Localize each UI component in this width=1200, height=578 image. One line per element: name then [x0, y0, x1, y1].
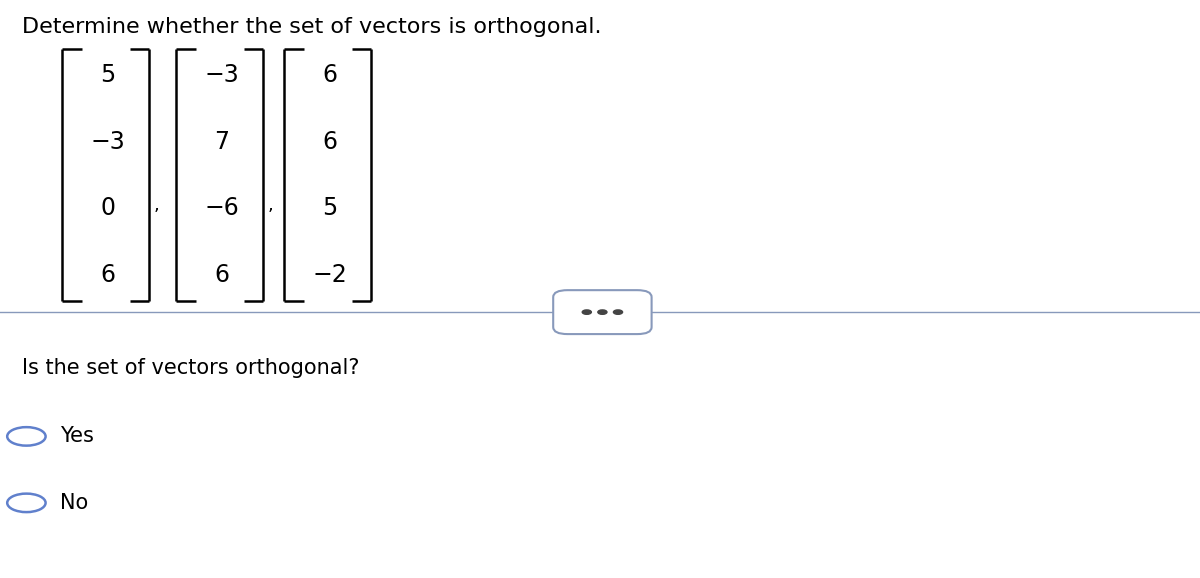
- FancyBboxPatch shape: [553, 290, 652, 334]
- Text: −6: −6: [205, 196, 239, 220]
- Text: 7: 7: [215, 129, 229, 154]
- Text: Determine whether the set of vectors is orthogonal.: Determine whether the set of vectors is …: [22, 17, 601, 38]
- Text: ,: ,: [268, 196, 274, 214]
- Text: 0: 0: [101, 196, 115, 220]
- Text: 5: 5: [323, 196, 337, 220]
- Circle shape: [598, 310, 607, 314]
- Text: −2: −2: [313, 262, 347, 287]
- Text: 5: 5: [101, 63, 115, 87]
- Text: −3: −3: [205, 63, 239, 87]
- Text: Yes: Yes: [60, 427, 94, 446]
- Circle shape: [582, 310, 592, 314]
- Text: Is the set of vectors orthogonal?: Is the set of vectors orthogonal?: [22, 358, 359, 379]
- Text: 6: 6: [323, 129, 337, 154]
- Text: −3: −3: [91, 129, 125, 154]
- Circle shape: [613, 310, 623, 314]
- Text: 6: 6: [215, 262, 229, 287]
- Text: 6: 6: [323, 63, 337, 87]
- Text: 6: 6: [101, 262, 115, 287]
- Text: No: No: [60, 493, 89, 513]
- Text: ,: ,: [154, 196, 160, 214]
